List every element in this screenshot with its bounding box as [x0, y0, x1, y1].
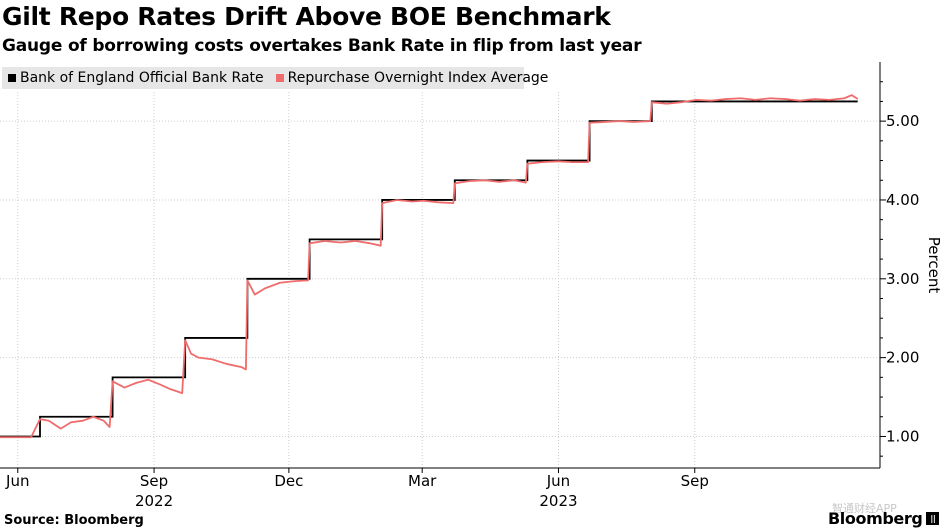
- y-tick-label: 2.00: [886, 349, 919, 367]
- x-tick-label: Dec: [274, 472, 303, 490]
- source-note: Source: Bloomberg: [4, 513, 144, 528]
- gridlines: [0, 92, 880, 468]
- legend-swatch-bank-rate: [8, 74, 16, 82]
- x-tick-label: Jun: [546, 472, 570, 490]
- x-tick-label: Jun: [5, 472, 29, 490]
- legend-swatch-repo: [275, 74, 284, 82]
- x-tick-label: Mar: [408, 472, 437, 490]
- y-tick-label: 1.00: [886, 427, 919, 445]
- bloomberg-logo: Bloomberg ||: [828, 509, 940, 528]
- chart-subtitle: Gauge of borrowing costs overtakes Bank …: [2, 36, 642, 56]
- brand-name: Bloomberg: [828, 509, 923, 528]
- legend: Bank of England Official Bank Rate Repur…: [2, 67, 548, 89]
- series-layer: [0, 94, 859, 439]
- y-tick-label: 3.00: [886, 270, 919, 288]
- series-line-repo: [0, 94, 859, 439]
- legend-label-bank-rate: Bank of England Official Bank Rate: [20, 70, 264, 86]
- legend-item-repo: Repurchase Overnight Index Average: [275, 70, 549, 86]
- x-tick-year-label: 2022: [135, 492, 173, 510]
- legend-item-bank-rate: Bank of England Official Bank Rate: [8, 70, 264, 86]
- x-tick-label: Sep: [681, 472, 709, 490]
- axes: Jun Sep 2022 Dec Mar Jun 2023 Sep 1.00 2.00 3.00 4.…: [0, 62, 943, 510]
- chart-title: Gilt Repo Rates Drift Above BOE Benchmar…: [2, 2, 611, 31]
- y-tick-label: 4.00: [886, 191, 919, 209]
- legend-label-repo: Repurchase Overnight Index Average: [287, 70, 549, 86]
- y-axis-title: Percent: [925, 237, 943, 294]
- y-tick-label: 5.00: [886, 112, 919, 130]
- bloomberg-logo-icon: ||: [926, 512, 940, 525]
- watermark: 智通财经APP: [832, 502, 897, 515]
- x-tick-year-label: 2023: [539, 492, 577, 510]
- x-tick-label: Sep: [140, 472, 168, 490]
